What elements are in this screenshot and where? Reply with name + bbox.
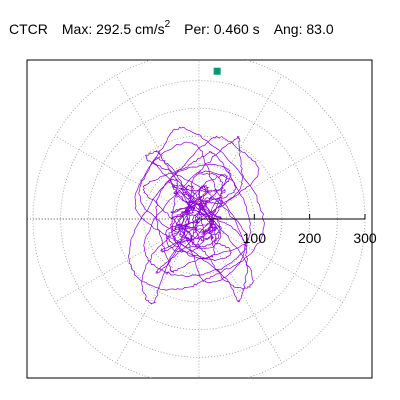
- grid-spoke: [222, 135, 343, 206]
- angle-value: 83.0: [306, 20, 334, 37]
- station-code: CTCR: [9, 20, 48, 37]
- max-value: 292.5 cm/s: [96, 20, 165, 37]
- trace-path: [128, 126, 265, 305]
- period-value: 0.460 s: [213, 20, 260, 37]
- radial-axis: 100 200 300: [27, 214, 377, 246]
- grid-spoke: [212, 242, 283, 363]
- grid-spoke: [115, 75, 186, 196]
- peak-markers: [213, 67, 221, 75]
- grid-spoke: [55, 232, 176, 303]
- grid-spoke: [212, 75, 283, 196]
- r-tick-label: 300: [353, 230, 377, 246]
- period-label: Per:: [184, 20, 210, 37]
- angle-label: Ang:: [273, 20, 303, 37]
- max-label: Max:: [61, 20, 93, 37]
- r-tick-label: 200: [298, 230, 322, 246]
- grid-spoke: [222, 232, 343, 303]
- max-exponent: 2: [164, 19, 171, 30]
- grid-spoke: [55, 135, 176, 206]
- peak-marker: [213, 67, 221, 75]
- chart-title: CTCR Max: 292.5 cm/s2 Per: 0.460 s Ang: 83.…: [9, 19, 334, 37]
- r-tick-label: 100: [243, 230, 267, 246]
- response-trace: [128, 126, 265, 305]
